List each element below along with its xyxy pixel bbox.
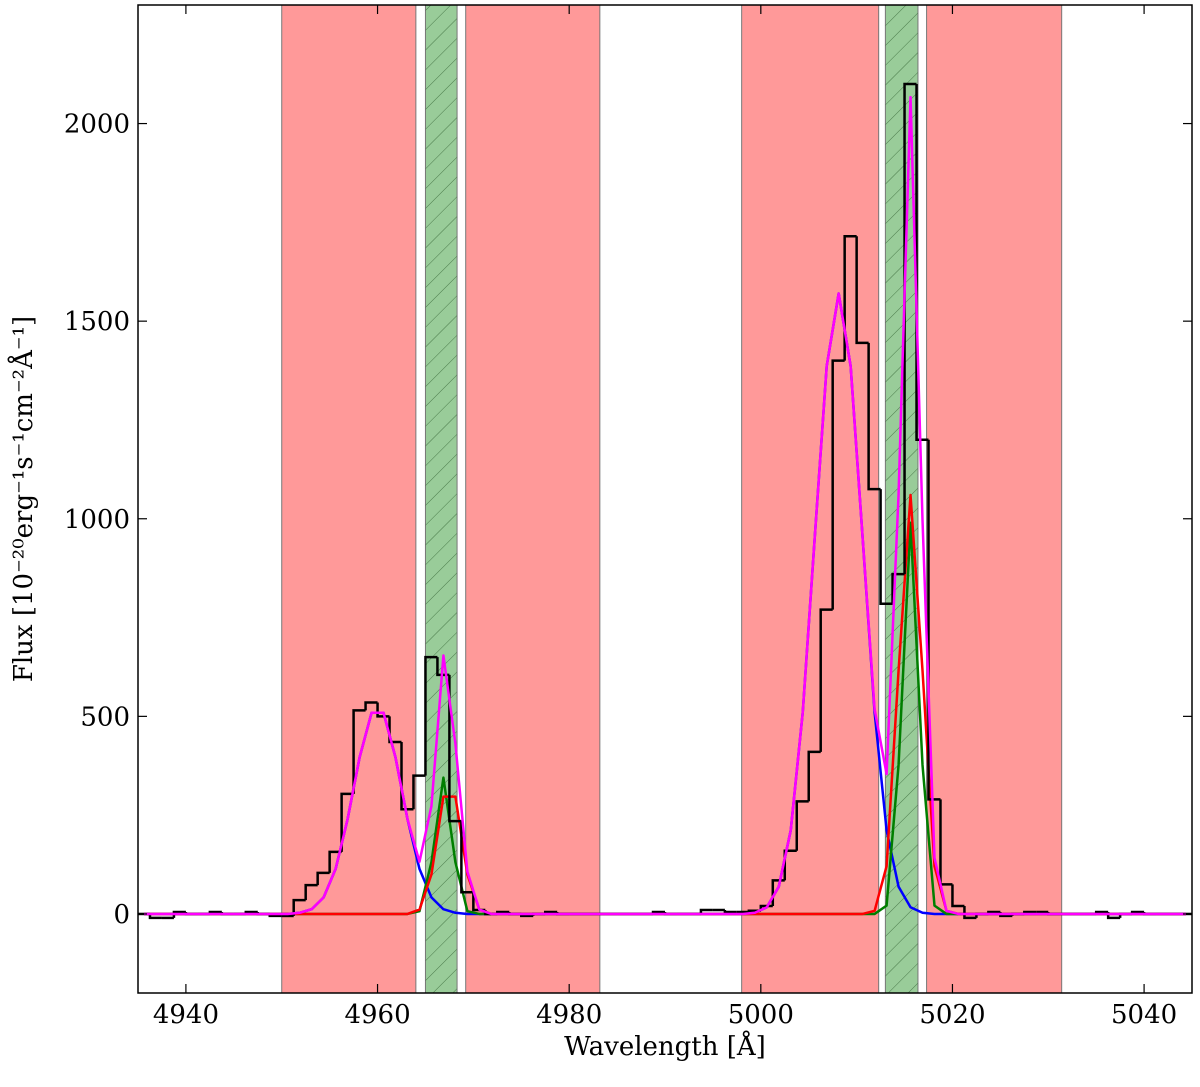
span [926, 5, 1063, 993]
y-tick-label: 500 [80, 702, 130, 732]
histogram-step [292, 898, 306, 916]
axes: 4940 4960 4980 5000 5020 5040 0 500 1000 1500 2000 [64, 5, 1192, 1030]
histogram-step [424, 655, 438, 776]
y-tick-label: 2000 [64, 110, 130, 140]
histogram-step [867, 342, 881, 491]
spans [281, 5, 1063, 993]
histogram-step [400, 742, 414, 811]
histogram-step [412, 774, 426, 810]
histogram-step [795, 800, 809, 851]
histogram-step [783, 849, 797, 881]
plot-frame [137, 4, 1193, 994]
histogram-step [819, 608, 833, 752]
histogram-step [460, 821, 474, 894]
histogram-step [963, 906, 977, 920]
histogram-step [879, 489, 893, 605]
span [741, 5, 880, 993]
histogram-step [328, 850, 342, 873]
span [465, 5, 601, 993]
histogram-step [843, 234, 857, 361]
histogram-step [364, 701, 378, 711]
histogram-step [352, 709, 366, 794]
marks [138, 82, 1192, 920]
histogram-step [316, 871, 330, 886]
x-tick-label: 5020 [919, 1000, 985, 1030]
histogram-step [891, 572, 905, 604]
y-axis-label: Flux [10⁻²⁰erg⁻¹s⁻¹cm⁻²Å⁻¹] [7, 316, 39, 682]
fit-line [143, 95, 1187, 916]
span [281, 5, 417, 993]
x-tick-label: 4980 [536, 1000, 602, 1030]
histogram-step [807, 750, 821, 802]
histogram-step [340, 792, 354, 852]
histogram-step [903, 82, 917, 575]
y-tick-label: 1500 [64, 307, 130, 337]
x-tick-label: 4960 [344, 1000, 410, 1030]
histogram-step [855, 236, 869, 345]
histogram-step [172, 910, 186, 918]
histogram-step [388, 716, 402, 744]
histogram-step [699, 908, 713, 914]
histogram-step [915, 84, 929, 441]
histogram-step [448, 674, 462, 823]
histogram-step [951, 884, 965, 908]
histogram-step [723, 910, 737, 914]
x-tick-label: 5000 [728, 1000, 794, 1030]
histogram-step [927, 439, 941, 801]
x-axis-label: Wavelength [Å] [564, 1030, 766, 1062]
histogram-step [148, 913, 162, 920]
x-tick-label: 5040 [1111, 1000, 1177, 1030]
y-tick-label: 0 [113, 900, 130, 930]
histogram-step [831, 359, 845, 610]
y-tick-label: 1000 [64, 505, 130, 535]
x-tick-label: 4940 [153, 1000, 219, 1030]
histogram-step [304, 883, 318, 901]
